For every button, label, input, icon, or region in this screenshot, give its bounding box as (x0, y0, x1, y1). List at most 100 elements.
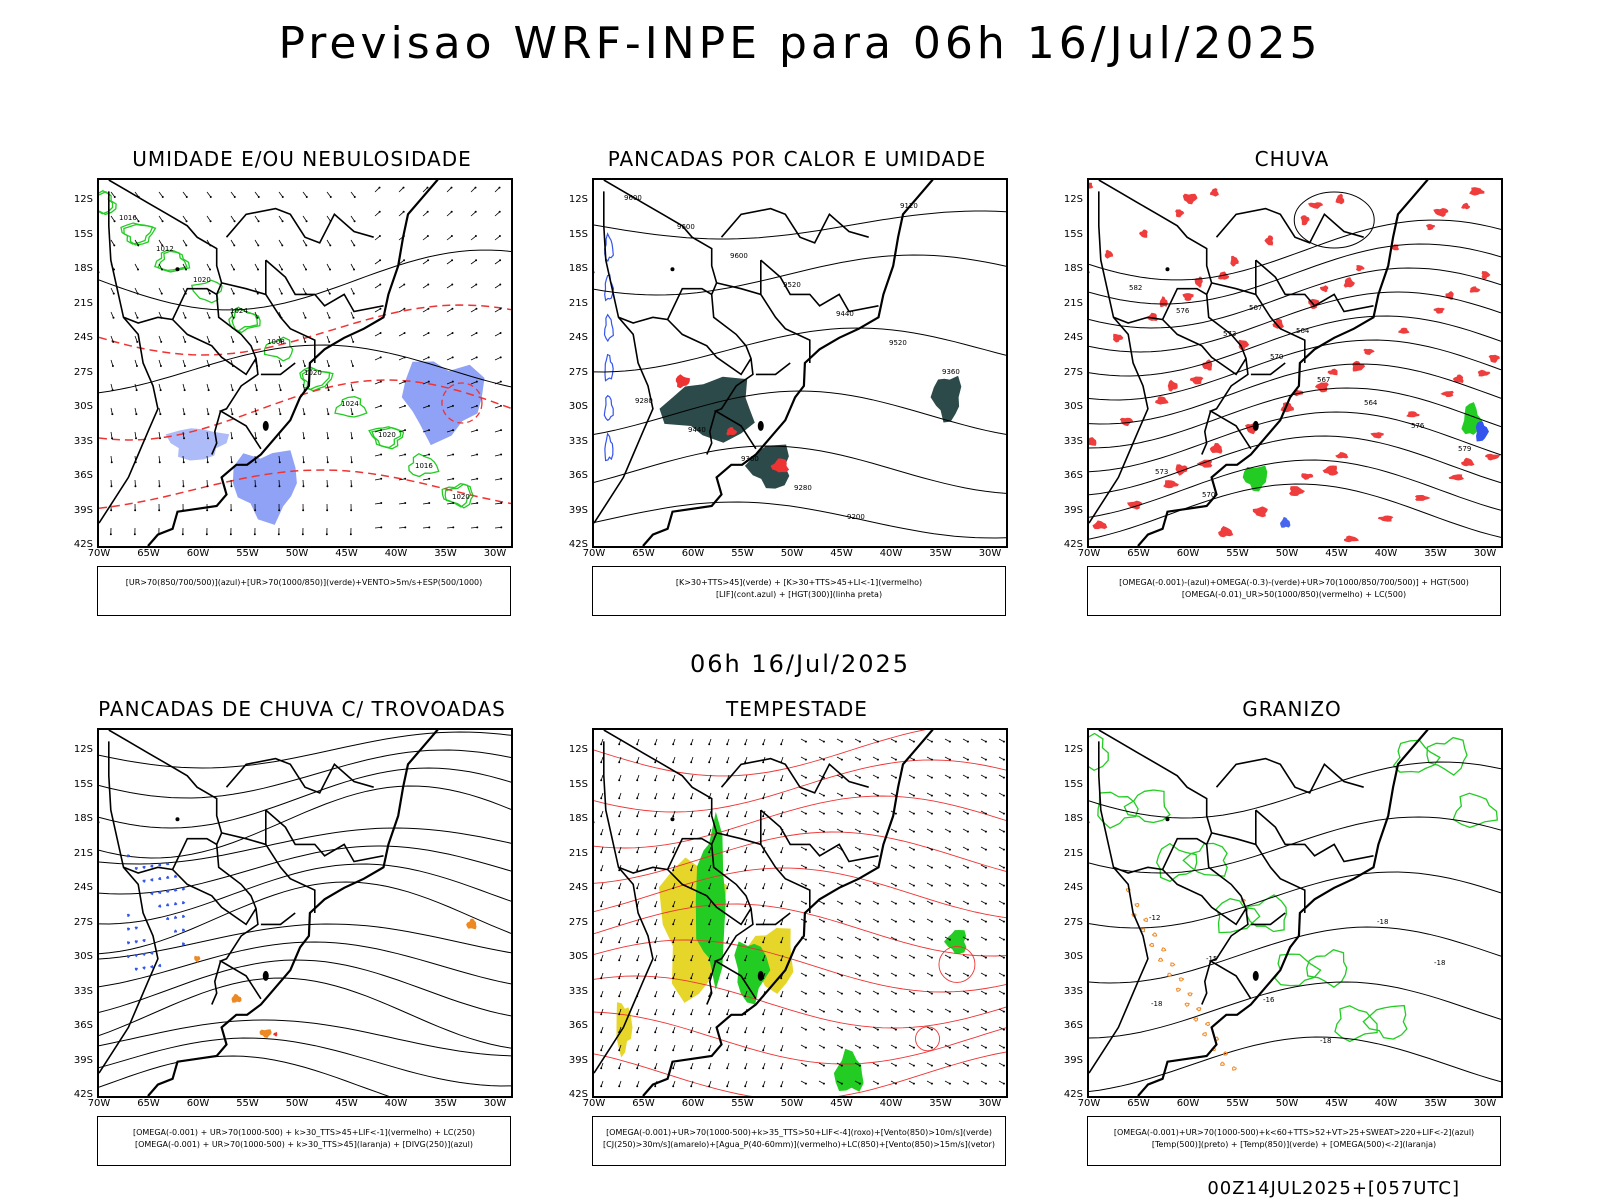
wind-vector (398, 332, 405, 337)
wind-vector-head (184, 316, 187, 319)
border-line (211, 410, 222, 455)
rain-red-area (1218, 526, 1234, 538)
rain-red-area (1322, 465, 1339, 476)
border-line (211, 960, 222, 1005)
wind-vector-head (183, 437, 186, 440)
wind-vector-head (672, 851, 675, 854)
wind-vector (158, 335, 162, 343)
wind-vector-head (894, 830, 897, 833)
wind-vector-head (966, 812, 969, 815)
wind-vector-head (329, 244, 332, 247)
lif-contour (603, 313, 614, 343)
wind-vector-head (672, 743, 675, 746)
wind-vector (278, 239, 283, 246)
wind-vector-head (379, 259, 382, 262)
wind-vector-head (894, 902, 897, 905)
lat-tick-label: 36S (73, 470, 93, 481)
wind-vector (182, 263, 187, 270)
wind-vector-head (708, 779, 711, 782)
wind-vector-head (636, 941, 639, 944)
rain-red-area (1481, 271, 1491, 280)
wind-vector-head (205, 533, 208, 536)
wind-vector-head (858, 758, 861, 761)
wind-vector-head (499, 307, 502, 310)
wind-vector-head (636, 1031, 639, 1034)
wind-vector-head (1002, 776, 1005, 779)
lat-tick-label: 24S (1063, 332, 1083, 343)
wind850-green-area (944, 930, 967, 954)
wind-vector-head (158, 509, 161, 512)
wind-vector-head (113, 244, 116, 247)
wind-vector-head (708, 869, 711, 872)
wind-vector-head (912, 992, 915, 995)
divergence-area (181, 914, 186, 918)
lat-tick-label: 24S (73, 882, 93, 893)
omega500-contour (1134, 902, 1140, 908)
lake-marker (1165, 817, 1170, 822)
wind-vector-head (351, 437, 354, 440)
wind-vector-head (279, 437, 282, 440)
wind-vector-head (427, 259, 430, 262)
wind-vector-head (780, 779, 783, 782)
wind-vector-head (110, 485, 113, 488)
wind-vector-head (804, 1046, 807, 1049)
wind-vector-head (207, 437, 210, 440)
wind-vector-head (744, 1031, 747, 1034)
wind-vector (398, 259, 405, 265)
wind-vector-head (328, 340, 331, 343)
wind-vector-head (185, 244, 188, 247)
rain-red-area (1182, 293, 1194, 301)
wind-vector-head (452, 453, 455, 456)
wind-vector-head (452, 502, 455, 505)
wind-vector (326, 239, 331, 246)
hgt500-contour (1089, 435, 1501, 496)
wind-vector-head (600, 977, 603, 980)
map-granizo: -12 -15 -16 -18 -18 -18 -18 (1087, 728, 1503, 1098)
lat-tick-label: 21S (73, 297, 93, 309)
wind-vector (182, 311, 186, 318)
temp850-contour (1452, 792, 1499, 829)
wind-vector-head (912, 776, 915, 779)
wind-vector-head (428, 453, 431, 456)
border-line (603, 741, 713, 874)
wind-vector-head (726, 869, 729, 872)
wind-vector (374, 332, 381, 337)
wind-vector-head (762, 1013, 765, 1016)
wind-vector (350, 311, 354, 318)
omega500-contour (1193, 1017, 1199, 1022)
wind-vector-head (476, 477, 479, 480)
wind-vector-head (185, 196, 188, 199)
lake-marker (175, 267, 180, 272)
wind-vector-head (475, 259, 478, 262)
footer-run-label: 00Z14JUL2025+[057UTC] (1207, 1178, 1460, 1199)
wind-vector-head (876, 812, 879, 815)
wind-vector (302, 263, 307, 270)
lon-tick-label: 40W (879, 548, 903, 559)
divergence-area (127, 954, 131, 959)
wind-vector-head (350, 509, 353, 512)
wind-vector-head (708, 959, 711, 962)
wind-vector-head (636, 1049, 639, 1052)
wind-vector-head (181, 533, 184, 536)
wind-vector (494, 308, 501, 313)
lon-tick-label: 40W (1374, 548, 1398, 559)
wind-vector-head (708, 833, 711, 836)
rain-red-area (1469, 187, 1485, 196)
wind-vector-head (912, 812, 915, 815)
lon-tick-label: 50W (285, 548, 309, 559)
wind-vector (302, 431, 305, 439)
divergence-area (134, 967, 138, 971)
wind-vector (494, 211, 500, 217)
rh-green-contour (263, 336, 294, 362)
wind-vector-head (966, 1010, 969, 1013)
wind-vector-head (600, 797, 603, 800)
wind-vector-head (984, 776, 987, 779)
wind-vector-head (912, 740, 915, 743)
wind-vector-head (135, 437, 138, 440)
streamline-850 (594, 939, 1006, 993)
contour-label: 564 (1364, 399, 1378, 407)
border-line (706, 960, 717, 1005)
wind-vector (422, 259, 429, 265)
wind-vector-head (426, 186, 429, 189)
border-line (1211, 810, 1257, 846)
